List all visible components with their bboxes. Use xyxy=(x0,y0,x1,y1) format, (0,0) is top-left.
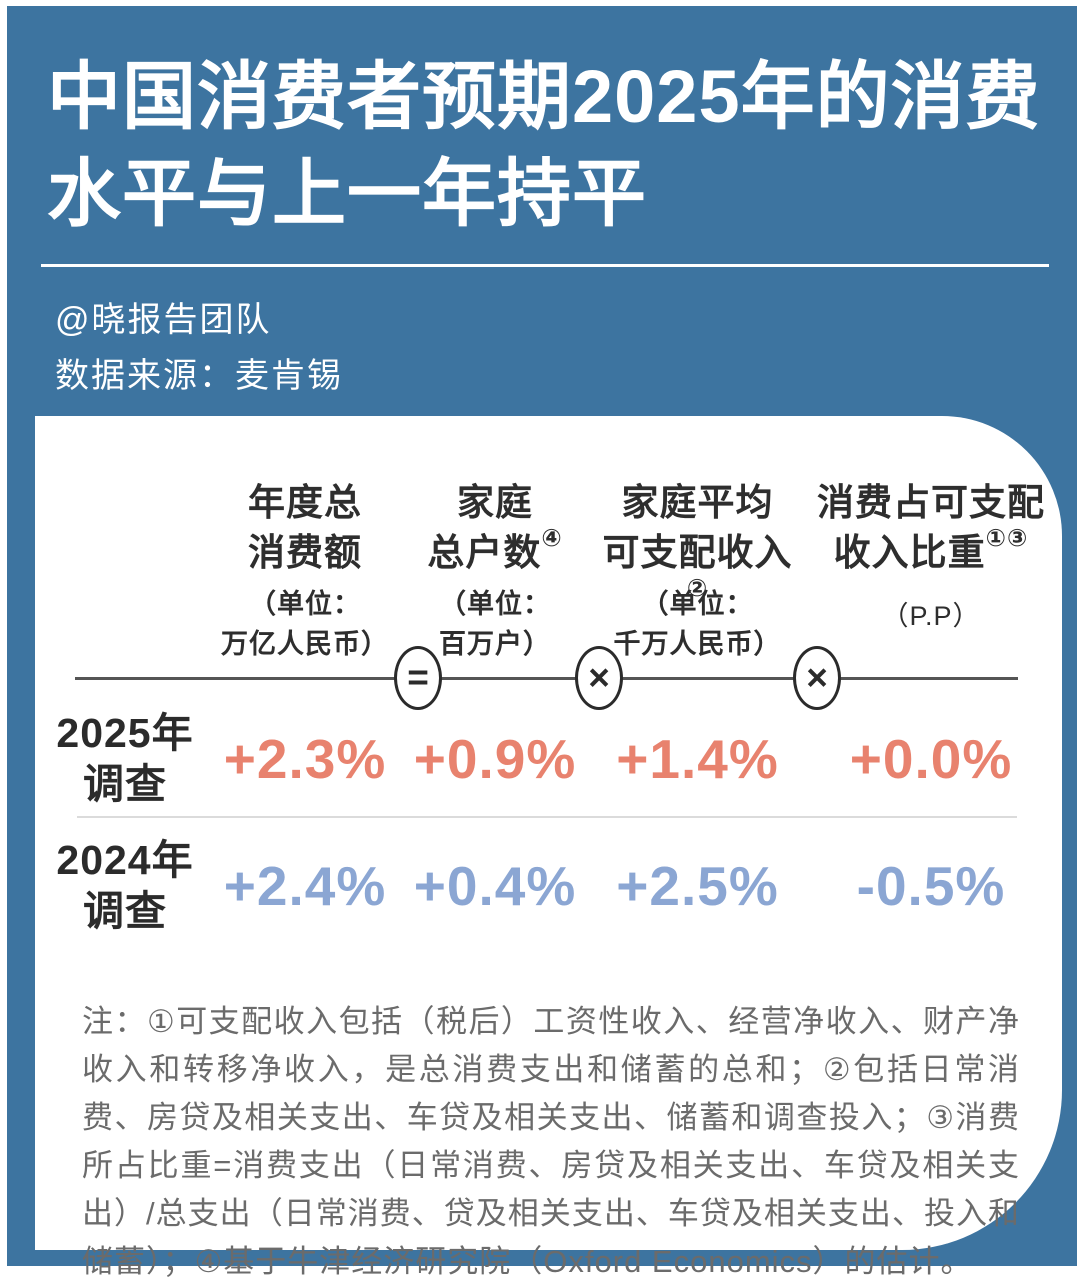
byline: @晓报告团队 xyxy=(55,301,272,339)
unit-annual-consumption: （单位： 万亿人民币） xyxy=(221,589,389,659)
table-units-row: （单位： 万亿人民币） （单位： 百万户） （单位： 千万人民币） （P.P） xyxy=(35,584,1062,664)
title-line-2: 水平与上一年持平 xyxy=(47,152,647,235)
footnote-ref: ④ xyxy=(541,524,563,552)
value-2024-annual-consumption: +2.4% xyxy=(223,854,387,917)
data-card: 年度总 消费额 家庭 总户数④ 家庭平均 可支配收入② 消费占可支配 收入比重①… xyxy=(35,416,1062,1279)
footnote-ref: ①③ xyxy=(985,524,1029,552)
footnote-ref: ② xyxy=(686,574,709,602)
unit-households: （单位： 百万户） xyxy=(439,589,551,659)
value-2025-households: +0.9% xyxy=(413,727,577,790)
value-2025-annual-consumption: +2.3% xyxy=(223,727,387,790)
title-line-1: 中国消费者预期2025年的消费 xyxy=(47,55,1041,138)
multiply-operator-icon-2: × xyxy=(793,646,841,710)
column-header-consumption-share: 消费占可支配 收入比重①③ xyxy=(817,482,1045,573)
row-label-2025: 2025年 调查 xyxy=(56,709,194,807)
row-divider xyxy=(77,816,1017,818)
unit-disposable-income: （单位： 千万人民币） xyxy=(613,589,782,659)
row-label-2024: 2024年 调查 xyxy=(56,836,194,934)
table-row-2025: 2025年 调查 +2.3% +0.9% +1.4% +0.0% xyxy=(35,701,1062,816)
column-header-annual-consumption: 年度总 消费额 xyxy=(248,482,362,573)
value-2024-consumption-share: -0.5% xyxy=(856,854,1006,917)
column-header-households: 家庭 总户数④ xyxy=(427,482,563,573)
poster-title: 中国消费者预期2025年的消费 水平与上一年持平 xyxy=(47,48,1057,242)
poster-background: 中国消费者预期2025年的消费 水平与上一年持平 @晓报告团队 数据来源：麦肯锡… xyxy=(7,6,1077,1279)
equals-operator-icon: = xyxy=(394,646,442,710)
value-2025-consumption-share: +0.0% xyxy=(849,727,1013,790)
unit-consumption-share: （P.P） xyxy=(881,601,981,631)
data-source: 数据来源：麦肯锡 xyxy=(55,357,343,395)
equation-line xyxy=(75,677,1018,680)
footnote-text: 注：①可支配收入包括（税后）工资性收入、经营净收入、财产净收入和转移净收入，是总… xyxy=(82,1004,1020,1279)
value-2024-households: +0.4% xyxy=(413,854,577,917)
table-row-2024: 2024年 调查 +2.4% +0.4% +2.5% -0.5% xyxy=(35,828,1062,943)
value-2025-disposable-income: +1.4% xyxy=(616,727,779,790)
equation-row: = × × xyxy=(35,646,1062,710)
table-header-row: 年度总 消费额 家庭 总户数④ 家庭平均 可支配收入② 消费占可支配 收入比重①… xyxy=(35,478,1062,628)
multiply-operator-icon-1: × xyxy=(575,646,623,710)
value-2024-disposable-income: +2.5% xyxy=(616,854,779,917)
column-header-disposable-income: 家庭平均 可支配收入② xyxy=(602,482,793,602)
title-divider xyxy=(41,264,1049,267)
